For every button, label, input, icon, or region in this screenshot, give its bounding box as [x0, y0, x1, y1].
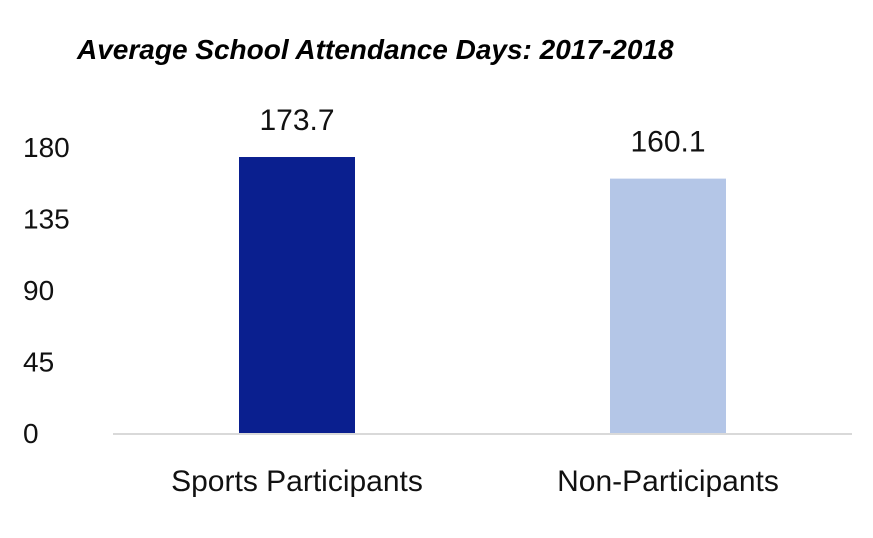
y-tick-label: 45 — [23, 347, 54, 378]
y-tick-label: 90 — [23, 275, 54, 306]
x-tick-label: Non-Participants — [557, 465, 779, 498]
bars — [239, 157, 726, 433]
bar — [610, 178, 726, 433]
data-label: 160.1 — [630, 126, 705, 159]
x-axis-labels: Sports Participants Non-Participants — [171, 465, 779, 498]
data-label: 173.7 — [259, 104, 334, 137]
y-tick-label: 180 — [23, 132, 70, 163]
bar — [239, 157, 355, 433]
x-tick-label: Sports Participants — [171, 465, 423, 498]
chart-title: Average School Attendance Days: 2017-201… — [76, 34, 674, 65]
y-tick-label: 0 — [23, 418, 39, 449]
y-axis-ticks: 0 45 90 135 180 — [23, 132, 70, 449]
y-tick-label: 135 — [23, 204, 70, 235]
data-labels: 173.7 160.1 — [259, 104, 705, 159]
